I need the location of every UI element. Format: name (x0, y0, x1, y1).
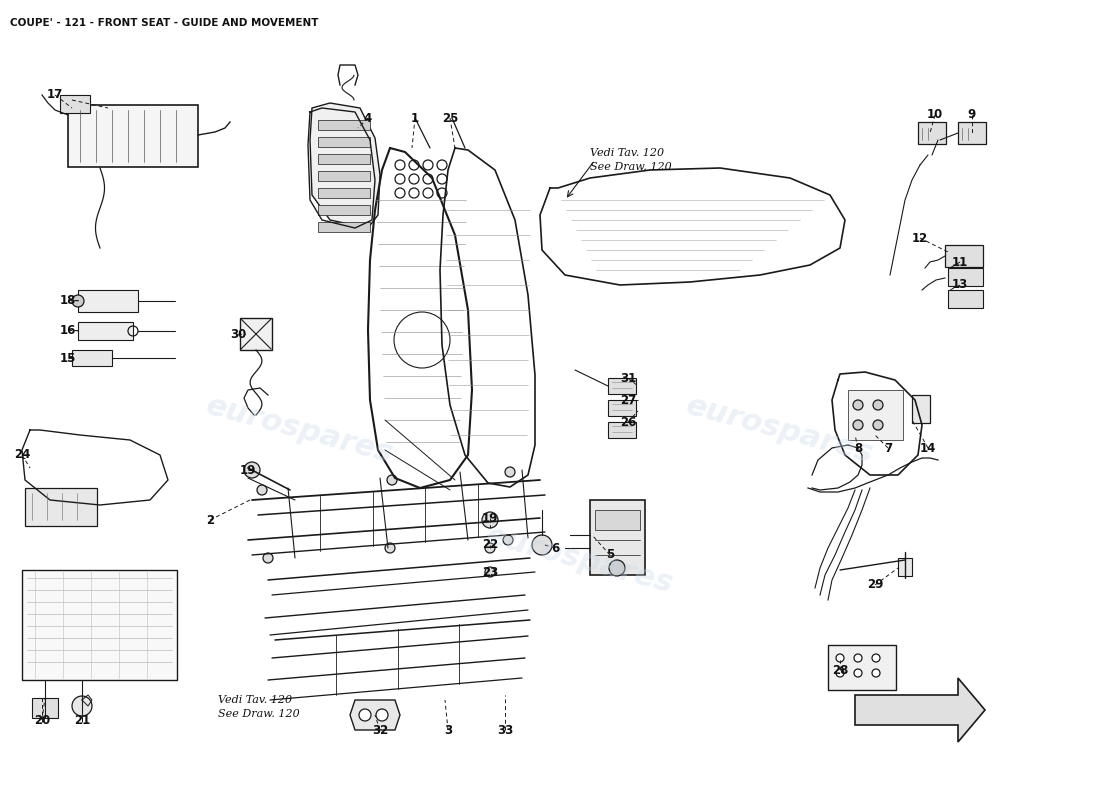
Bar (318, 222, 370, 232)
Text: 16: 16 (59, 323, 76, 337)
Bar (898, 558, 912, 576)
Text: Vedi Tav. 120
See Draw. 120: Vedi Tav. 120 See Draw. 120 (590, 148, 672, 172)
Bar (590, 500, 645, 575)
Text: eurospares: eurospares (683, 391, 877, 469)
Circle shape (482, 512, 498, 528)
Text: 14: 14 (920, 442, 936, 454)
Text: eurospares: eurospares (204, 391, 397, 469)
Circle shape (873, 420, 883, 430)
Circle shape (532, 535, 552, 555)
Text: 12: 12 (912, 231, 928, 245)
Text: 32: 32 (372, 723, 388, 737)
Circle shape (72, 295, 84, 307)
Bar (318, 137, 370, 147)
Circle shape (836, 669, 844, 677)
Text: 4: 4 (364, 111, 372, 125)
Bar (945, 245, 983, 267)
Circle shape (485, 567, 495, 577)
Circle shape (872, 669, 880, 677)
Circle shape (852, 400, 864, 410)
Bar (318, 188, 370, 198)
Text: 7: 7 (884, 442, 892, 454)
Bar (958, 122, 986, 144)
Bar (240, 318, 272, 350)
Bar (608, 422, 636, 438)
Text: 25: 25 (442, 111, 459, 125)
Bar (608, 378, 636, 394)
Text: 20: 20 (34, 714, 51, 726)
Text: 18: 18 (59, 294, 76, 306)
Polygon shape (855, 678, 984, 742)
Text: 11: 11 (952, 255, 968, 269)
Text: 22: 22 (482, 538, 498, 551)
Bar (318, 205, 370, 215)
Bar (828, 645, 896, 690)
Text: 10: 10 (927, 109, 943, 122)
Text: 27: 27 (620, 394, 636, 406)
Text: 21: 21 (74, 714, 90, 726)
Circle shape (854, 669, 862, 677)
Circle shape (852, 420, 864, 430)
Text: 33: 33 (497, 723, 513, 737)
Circle shape (872, 654, 880, 662)
Text: 19: 19 (482, 511, 498, 525)
Text: 9: 9 (968, 109, 976, 122)
Bar (948, 268, 983, 286)
Bar (318, 154, 370, 164)
Text: 29: 29 (867, 578, 883, 591)
Bar (72, 350, 112, 366)
Bar (912, 395, 930, 423)
Text: Vedi Tav. 120
See Draw. 120: Vedi Tav. 120 See Draw. 120 (218, 695, 299, 719)
Bar (318, 120, 370, 130)
Bar (595, 510, 640, 530)
Bar (22, 570, 177, 680)
Circle shape (359, 709, 371, 721)
Bar (68, 105, 198, 167)
Bar (60, 95, 90, 113)
Circle shape (609, 560, 625, 576)
Circle shape (505, 467, 515, 477)
Bar (78, 290, 138, 312)
Text: 26: 26 (619, 415, 636, 429)
Circle shape (385, 543, 395, 553)
Text: 31: 31 (620, 371, 636, 385)
Text: 5: 5 (606, 549, 614, 562)
Circle shape (263, 553, 273, 563)
Text: 23: 23 (482, 566, 498, 578)
Circle shape (387, 475, 397, 485)
Circle shape (244, 462, 260, 478)
Text: 24: 24 (14, 449, 30, 462)
Circle shape (72, 696, 92, 716)
Text: COUPE' - 121 - FRONT SEAT - GUIDE AND MOVEMENT: COUPE' - 121 - FRONT SEAT - GUIDE AND MO… (10, 18, 319, 28)
Bar (918, 122, 946, 144)
Circle shape (257, 485, 267, 495)
Bar (608, 400, 636, 416)
Circle shape (873, 400, 883, 410)
Polygon shape (350, 700, 400, 730)
Text: 17: 17 (47, 89, 63, 102)
Text: 15: 15 (59, 351, 76, 365)
Bar (318, 171, 370, 181)
Bar (25, 488, 97, 526)
Circle shape (485, 543, 495, 553)
Text: 28: 28 (832, 663, 848, 677)
Text: 1: 1 (411, 111, 419, 125)
Circle shape (376, 709, 388, 721)
Circle shape (854, 654, 862, 662)
Text: eurospares: eurospares (483, 521, 676, 599)
Text: 2: 2 (206, 514, 214, 526)
Text: 3: 3 (444, 723, 452, 737)
Polygon shape (310, 103, 380, 228)
Text: 13: 13 (952, 278, 968, 291)
Bar (32, 698, 58, 718)
Bar (948, 290, 983, 308)
Text: 30: 30 (230, 329, 246, 342)
Bar (78, 322, 133, 340)
Circle shape (503, 535, 513, 545)
Text: 8: 8 (854, 442, 862, 454)
Text: 6: 6 (551, 542, 559, 554)
Text: 19: 19 (240, 463, 256, 477)
Bar (848, 390, 903, 440)
Circle shape (836, 654, 844, 662)
